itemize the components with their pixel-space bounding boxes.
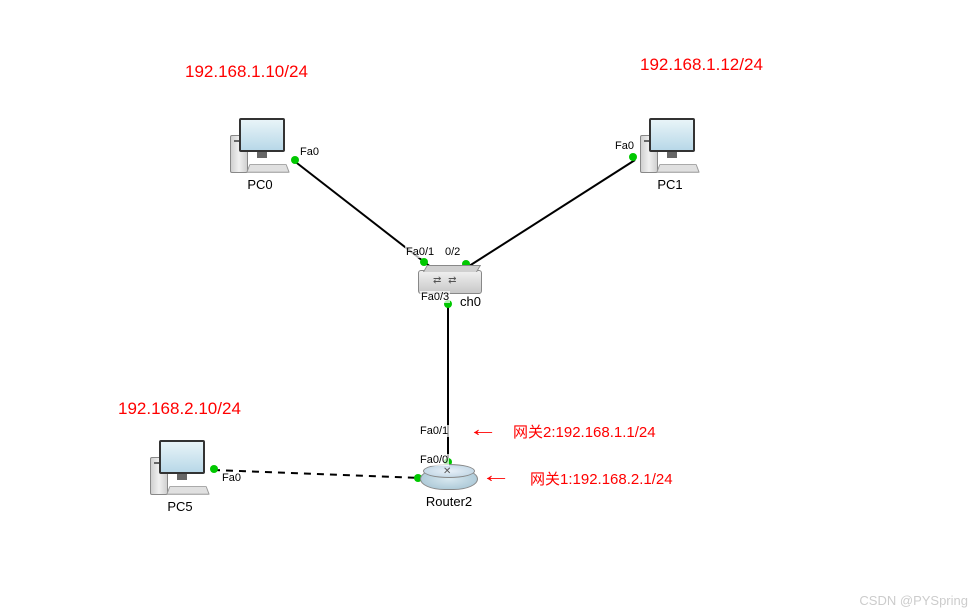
pc-icon: [150, 440, 210, 495]
links-layer: [0, 0, 980, 616]
port-label: Fa0: [221, 472, 242, 484]
device-pc0[interactable]: PC0: [230, 118, 290, 192]
link-dot: [291, 156, 299, 164]
port-label: Fa0/3: [420, 291, 450, 303]
port-label: Fa0/0: [419, 454, 449, 466]
watermark: CSDN @PYSpring: [859, 593, 968, 608]
router-icon: [420, 468, 478, 490]
arrow-icon: ←: [468, 416, 499, 442]
device-label: Router2: [420, 494, 478, 509]
link-dot: [629, 153, 637, 161]
port-label: 0/2: [444, 246, 461, 258]
device-router[interactable]: Router2: [420, 468, 478, 509]
ip-label-pc1: 192.168.1.12/24: [640, 55, 763, 75]
ip-label-pc0: 192.168.1.10/24: [185, 62, 308, 82]
gateway-label-1: 网关1:192.168.2.1/24: [530, 468, 673, 489]
device-label: PC0: [230, 177, 290, 192]
device-pc1[interactable]: PC1: [640, 118, 700, 192]
device-label: PC5: [150, 499, 210, 514]
gateway-label-2: 网关2:192.168.1.1/24: [513, 421, 656, 442]
device-pc5[interactable]: PC5: [150, 440, 210, 514]
port-label: Fa0/1: [419, 425, 449, 437]
topology-canvas: PC0 192.168.1.10/24 Fa0 PC1 192.168.1.12…: [0, 0, 980, 616]
pc-icon: [230, 118, 290, 173]
ip-label-pc5: 192.168.2.10/24: [118, 399, 241, 419]
port-label: Fa0: [614, 140, 635, 152]
link-dot: [210, 465, 218, 473]
device-label: ch0: [460, 294, 481, 309]
port-label: Fa0/1: [405, 246, 435, 258]
pc-icon: [640, 118, 700, 173]
arrow-icon: ←: [481, 462, 512, 488]
port-label: Fa0: [299, 146, 320, 158]
device-label: PC1: [640, 177, 700, 192]
